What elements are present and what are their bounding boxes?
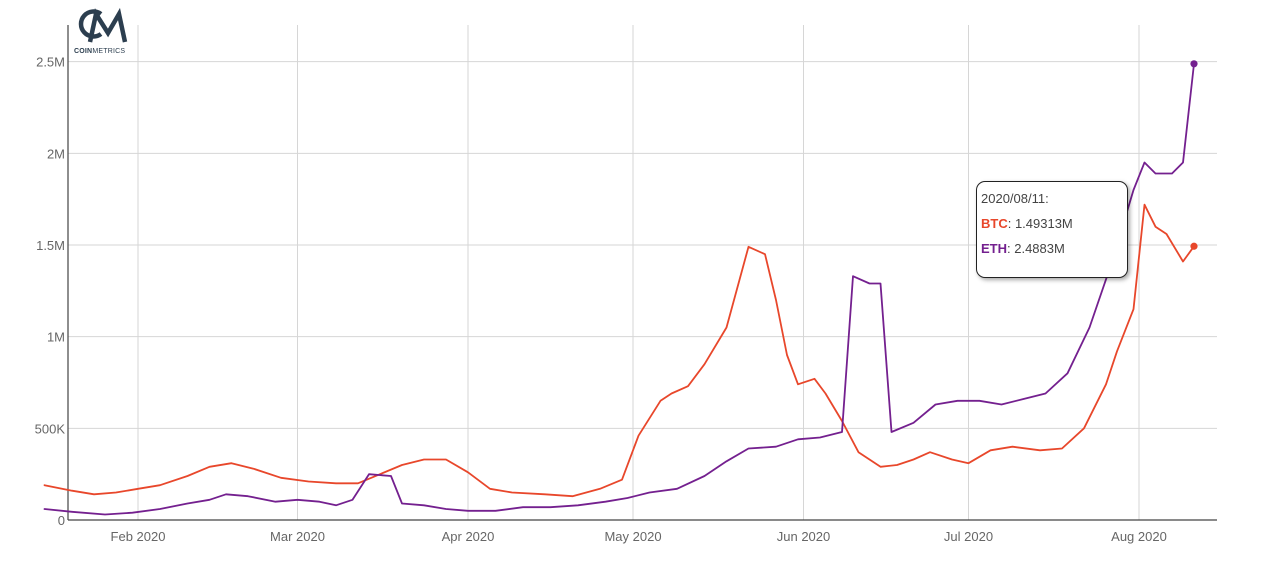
chart-grid [68,25,1217,520]
y-tick-label: 1.5M [36,238,65,253]
series-line-btc [43,203,1195,498]
y-tick-label: 0 [58,513,65,528]
tooltip-btc-name: BTC [981,216,1008,231]
tooltip-date: 2020/08/11: [981,191,1049,206]
y-tick-label: 2.5M [36,55,65,70]
x-tick-label: Jun 2020 [777,529,831,544]
tooltip-row-eth: ETH: 2.4883M [981,240,1127,265]
chart-end-markers [1190,60,1198,250]
x-tick-label: Feb 2020 [111,529,166,544]
x-tick-label: Mar 2020 [270,529,325,544]
logo-subtitle: COINMETRICS [74,48,125,55]
y-tick-label: 1M [47,330,65,345]
tooltip-btc-value: : 1.49313M [1007,216,1073,231]
tooltip-eth-name: ETH [981,241,1007,256]
logo-letter-m [87,7,128,43]
x-tick-label: Apr 2020 [442,529,495,544]
series-end-marker-btc [1190,242,1198,250]
chart-series [43,62,1195,516]
series-end-marker-eth [1190,60,1198,68]
x-tick-label: Jul 2020 [944,529,993,544]
tooltip-row-btc: BTC: 1.49313M [981,215,1127,240]
logo-subtitle-bold: COIN [74,48,92,55]
logo-subtitle-rest: METRICS [92,48,125,55]
x-tick-label: Aug 2020 [1111,529,1167,544]
series-line-eth [43,62,1195,516]
y-tick-label: 500K [35,421,66,436]
x-tick-label: May 2020 [604,529,661,544]
chart-axes: 0 500K 1M 1.5M 2M 2.5M Feb 2020 Mar 2020 Apr 202… [35,25,1217,544]
data-tooltip: 2020/08/11: BTC: 1.49313M ETH: 2.4883M [976,181,1128,278]
tooltip-eth-value: : 2.4883M [1007,241,1065,256]
y-tick-label: 2M [47,146,65,161]
coinmetrics-logo: COINMETRICS [74,7,128,55]
